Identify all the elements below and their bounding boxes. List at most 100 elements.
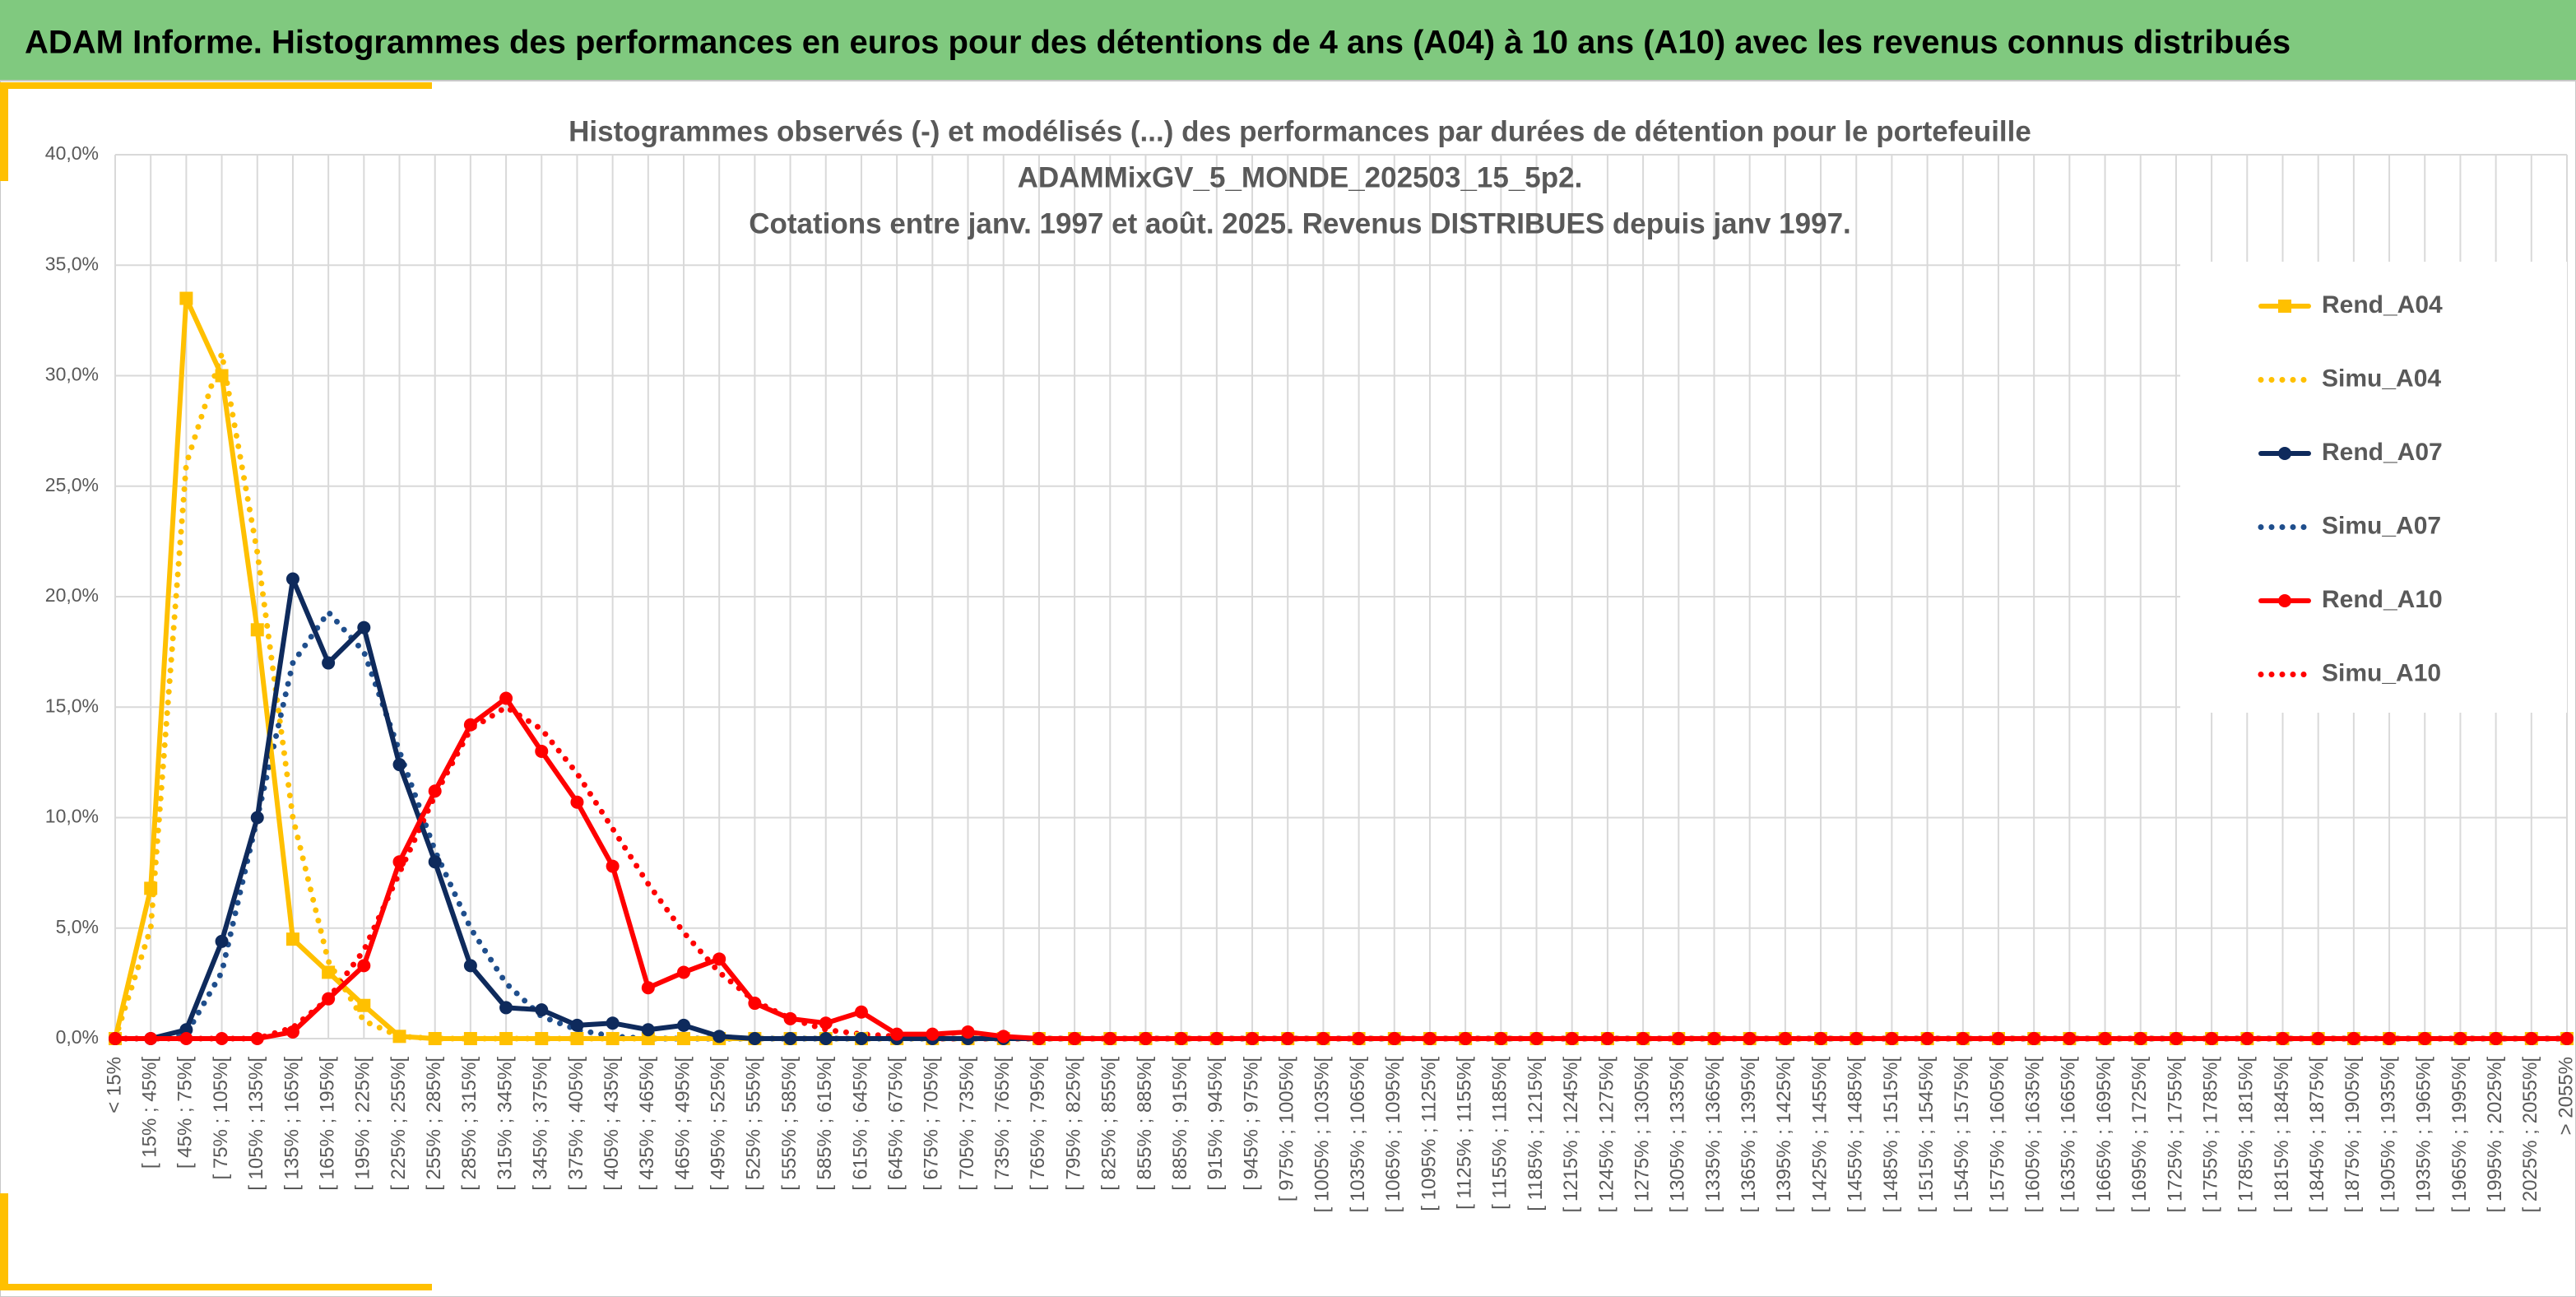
- marker: [285, 932, 299, 946]
- marker: [1850, 1032, 1864, 1045]
- x-tick-label: [ 1185% ; 1215%[: [1525, 1057, 1547, 1211]
- x-tick-label: [ 1215% ; 1245%[: [1560, 1057, 1582, 1213]
- legend-label: Simu_A07: [2322, 512, 2441, 539]
- marker: [1352, 1032, 1366, 1045]
- marker: [322, 992, 336, 1006]
- marker: [1778, 1032, 1792, 1045]
- x-tick-label: [ 1515% ; 1545%[: [1915, 1057, 1938, 1213]
- x-tick-label: [ 1785% ; 1815%[: [2235, 1057, 2258, 1213]
- marker: [1991, 1032, 2005, 1045]
- y-tick-label: 0,0%: [56, 1026, 99, 1048]
- marker: [2560, 1032, 2574, 1045]
- marker: [1529, 1032, 1543, 1045]
- marker: [285, 572, 299, 586]
- marker: [854, 1032, 868, 1045]
- decoration: [0, 1284, 432, 1290]
- x-tick-label: [ 315% ; 345%[: [494, 1057, 516, 1191]
- marker: [570, 1018, 584, 1032]
- marker: [712, 952, 726, 966]
- marker: [2311, 1032, 2325, 1045]
- marker: [1636, 1032, 1650, 1045]
- y-tick-label: 20,0%: [45, 584, 99, 606]
- chart-frame: [0, 80, 2576, 1297]
- marker: [535, 1032, 549, 1045]
- marker: [2240, 1032, 2254, 1045]
- x-tick-label: [ 735% ; 765%[: [991, 1057, 1014, 1191]
- legend-marker: [2278, 594, 2291, 607]
- x-tick-label: [ 1755% ; 1785%[: [2199, 1057, 2221, 1213]
- x-tick-label: [ 1695% ; 1725%[: [2128, 1057, 2151, 1213]
- marker: [961, 1025, 975, 1039]
- x-tick-label: [ 555% ; 585%[: [778, 1057, 801, 1191]
- y-tick-label: 15,0%: [45, 695, 99, 716]
- x-tick-label: [ 405% ; 435%[: [601, 1057, 623, 1191]
- marker: [1423, 1032, 1437, 1045]
- marker: [606, 859, 620, 873]
- marker: [606, 1032, 620, 1045]
- marker: [819, 1016, 833, 1030]
- y-tick-label: 10,0%: [45, 806, 99, 827]
- marker: [428, 1032, 442, 1045]
- x-tick-label: [ 1545% ; 1575%[: [1951, 1057, 1973, 1213]
- marker: [1316, 1032, 1330, 1045]
- legend-box: [2180, 262, 2567, 713]
- marker: [463, 959, 477, 973]
- series-line: [112, 704, 2570, 1042]
- x-tick-label: [ 1875% ; 1905%[: [2342, 1057, 2364, 1213]
- marker: [2489, 1032, 2503, 1045]
- x-tick-label: [ 1155% ; 1185%[: [1489, 1057, 1511, 1210]
- x-tick-label: [ 1635% ; 1665%[: [2058, 1057, 2080, 1213]
- x-tick-label: [ 15% ; 45%[: [139, 1057, 161, 1169]
- marker: [392, 1030, 406, 1044]
- marker: [144, 1032, 158, 1045]
- x-tick-label: [ 255% ; 285%[: [423, 1057, 445, 1191]
- legend-marker: [2278, 447, 2291, 460]
- marker: [677, 965, 691, 979]
- x-tick-label: [ 1125% ; 1155%[: [1454, 1057, 1476, 1210]
- x-tick-label: [ 495% ; 525%[: [708, 1057, 730, 1191]
- decoration: [0, 82, 432, 89]
- marker: [783, 1032, 797, 1045]
- x-tick-label: [ 1005% ; 1035%[: [1311, 1057, 1334, 1213]
- x-tick-label: [ 465% ; 495%[: [671, 1057, 694, 1191]
- header-band: [0, 0, 2576, 81]
- x-tick-label: [ 105% ; 135%[: [245, 1057, 267, 1191]
- x-tick-label: [ 795% ; 825%[: [1062, 1057, 1084, 1191]
- marker: [1174, 1032, 1188, 1045]
- marker: [250, 623, 264, 637]
- marker: [641, 1023, 655, 1037]
- marker: [2098, 1032, 2112, 1045]
- marker: [2276, 1032, 2290, 1045]
- x-tick-label: [ 1965% ; 1995%[: [2448, 1057, 2471, 1213]
- chart-title-line: Histogrammes observés (-) et modélisés (…: [569, 115, 2031, 147]
- x-tick-label: [ 1815% ; 1845%[: [2271, 1057, 2293, 1213]
- marker: [392, 855, 406, 869]
- marker: [215, 934, 229, 948]
- x-tick-label: [ 1305% ; 1335%[: [1667, 1057, 1689, 1213]
- marker: [2063, 1032, 2077, 1045]
- marker: [499, 691, 513, 705]
- marker: [890, 1027, 904, 1041]
- x-tick-label: [ 915% ; 945%[: [1204, 1057, 1227, 1191]
- marker: [1103, 1032, 1117, 1045]
- marker: [926, 1027, 940, 1041]
- marker: [1068, 1032, 1082, 1045]
- x-tick-label: [ 765% ; 795%[: [1027, 1057, 1049, 1191]
- x-tick-label: [ 285% ; 315%[: [458, 1057, 480, 1191]
- marker: [250, 811, 264, 825]
- marker: [2418, 1032, 2432, 1045]
- x-tick-label: [ 1365% ; 1395%[: [1738, 1057, 1760, 1213]
- x-tick-label: [ 1095% ; 1125%[: [1418, 1057, 1440, 1211]
- marker: [748, 1032, 762, 1045]
- marker: [570, 1032, 584, 1045]
- x-tick-label: [ 1335% ; 1365%[: [1702, 1057, 1724, 1213]
- legend: Rend_A04 Simu_A04 Rend_A07 Simu_A07 Rend_A10…: [2258, 291, 2443, 686]
- marker: [535, 744, 549, 758]
- legend-marker: [2278, 300, 2291, 313]
- marker: [2383, 1032, 2397, 1045]
- marker: [392, 758, 406, 772]
- x-tick-label: [ 1575% ; 1605%[: [1986, 1057, 2008, 1213]
- marker: [1885, 1032, 1899, 1045]
- marker: [1565, 1032, 1579, 1045]
- x-tick-label: [ 1455% ; 1485%[: [1845, 1057, 1867, 1213]
